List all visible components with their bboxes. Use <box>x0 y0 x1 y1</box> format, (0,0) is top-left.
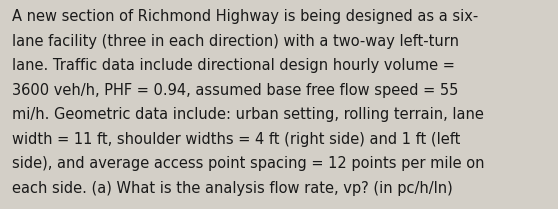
Text: each side. (a) What is the analysis flow rate, vp? (in pc/h/ln): each side. (a) What is the analysis flow… <box>12 181 453 196</box>
Text: mi/h. Geometric data include: urban setting, rolling terrain, lane: mi/h. Geometric data include: urban sett… <box>12 107 484 122</box>
Text: A new section of Richmond Highway is being designed as a six-: A new section of Richmond Highway is bei… <box>12 9 479 24</box>
Text: width = 11 ft, shoulder widths = 4 ft (right side) and 1 ft (left: width = 11 ft, shoulder widths = 4 ft (r… <box>12 132 461 147</box>
Text: lane facility (three in each direction) with a two-way left-turn: lane facility (three in each direction) … <box>12 34 459 49</box>
Text: lane. Traffic data include directional design hourly volume =: lane. Traffic data include directional d… <box>12 58 455 73</box>
Text: side), and average access point spacing = 12 points per mile on: side), and average access point spacing … <box>12 156 485 171</box>
Text: 3600 veh/h, PHF = 0.94, assumed base free flow speed = 55: 3600 veh/h, PHF = 0.94, assumed base fre… <box>12 83 459 98</box>
